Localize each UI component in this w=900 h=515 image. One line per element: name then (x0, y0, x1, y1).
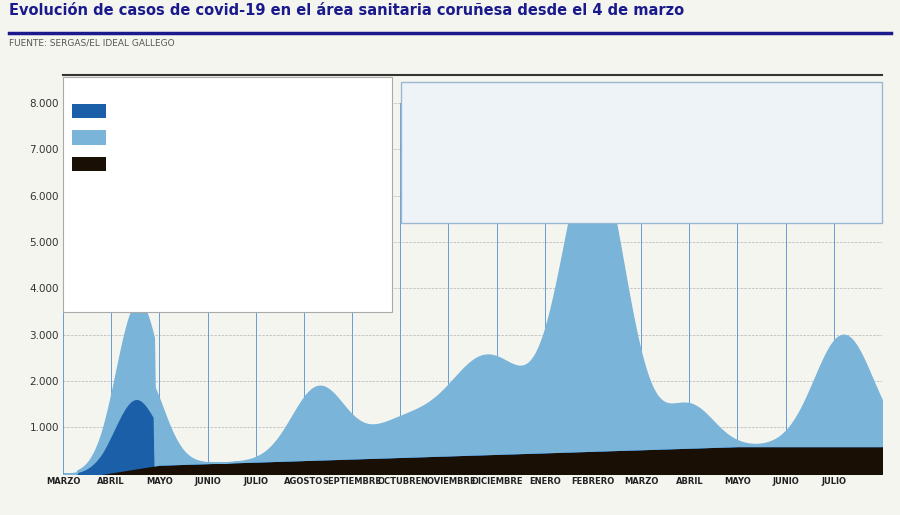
Text: * DATO ACUMULADO DESDE EL INICIO DE LA PANDEMIA
El 29 de abril, el Sergas cambió: * DATO ACUMULADO DESDE EL INICIO DE LA P… (408, 89, 654, 191)
Text: TOTAL: TOTAL (317, 90, 349, 99)
Text: 30.745: 30.745 (312, 106, 354, 115)
Text: >125≤250**: >125≤250** (310, 261, 382, 271)
Text: NUEVOS: NUEVOS (254, 90, 295, 99)
Text: Fallecidos acumulados: Fallecidos acumulados (114, 159, 227, 169)
Text: 632 **: 632 ** (346, 237, 382, 247)
Text: Contagios últimos 14 días: Contagios últimos 14 días (72, 188, 202, 199)
Text: Incidencia a 7 días: Incidencia a 7 días (72, 261, 166, 271)
Text: 1.898: 1.898 (316, 132, 350, 142)
Text: +168: +168 (258, 132, 291, 142)
Text: 0: 0 (271, 159, 278, 169)
Text: Incidencia a 14 días: Incidencia a 14 días (72, 213, 172, 222)
Text: Casos activos: Casos activos (114, 132, 183, 142)
Text: 603: 603 (321, 159, 345, 169)
Text: 881**: 881** (350, 188, 382, 198)
Text: >250≤500**: >250≤500** (310, 213, 382, 222)
Text: FUENTE: SERGAS/EL IDEAL GALLEGO: FUENTE: SERGAS/EL IDEAL GALLEGO (9, 39, 175, 47)
Text: Altas acumuladas: Altas acumuladas (114, 106, 203, 115)
Text: 56: 56 (267, 106, 282, 115)
Text: Evolución de casos de covid-19 en el área sanitaria coruñesa desde el 4 de marzo: Evolución de casos de covid-19 en el áre… (9, 3, 684, 18)
Text: Contagios últimos 7 días: Contagios últimos 7 días (72, 237, 195, 247)
